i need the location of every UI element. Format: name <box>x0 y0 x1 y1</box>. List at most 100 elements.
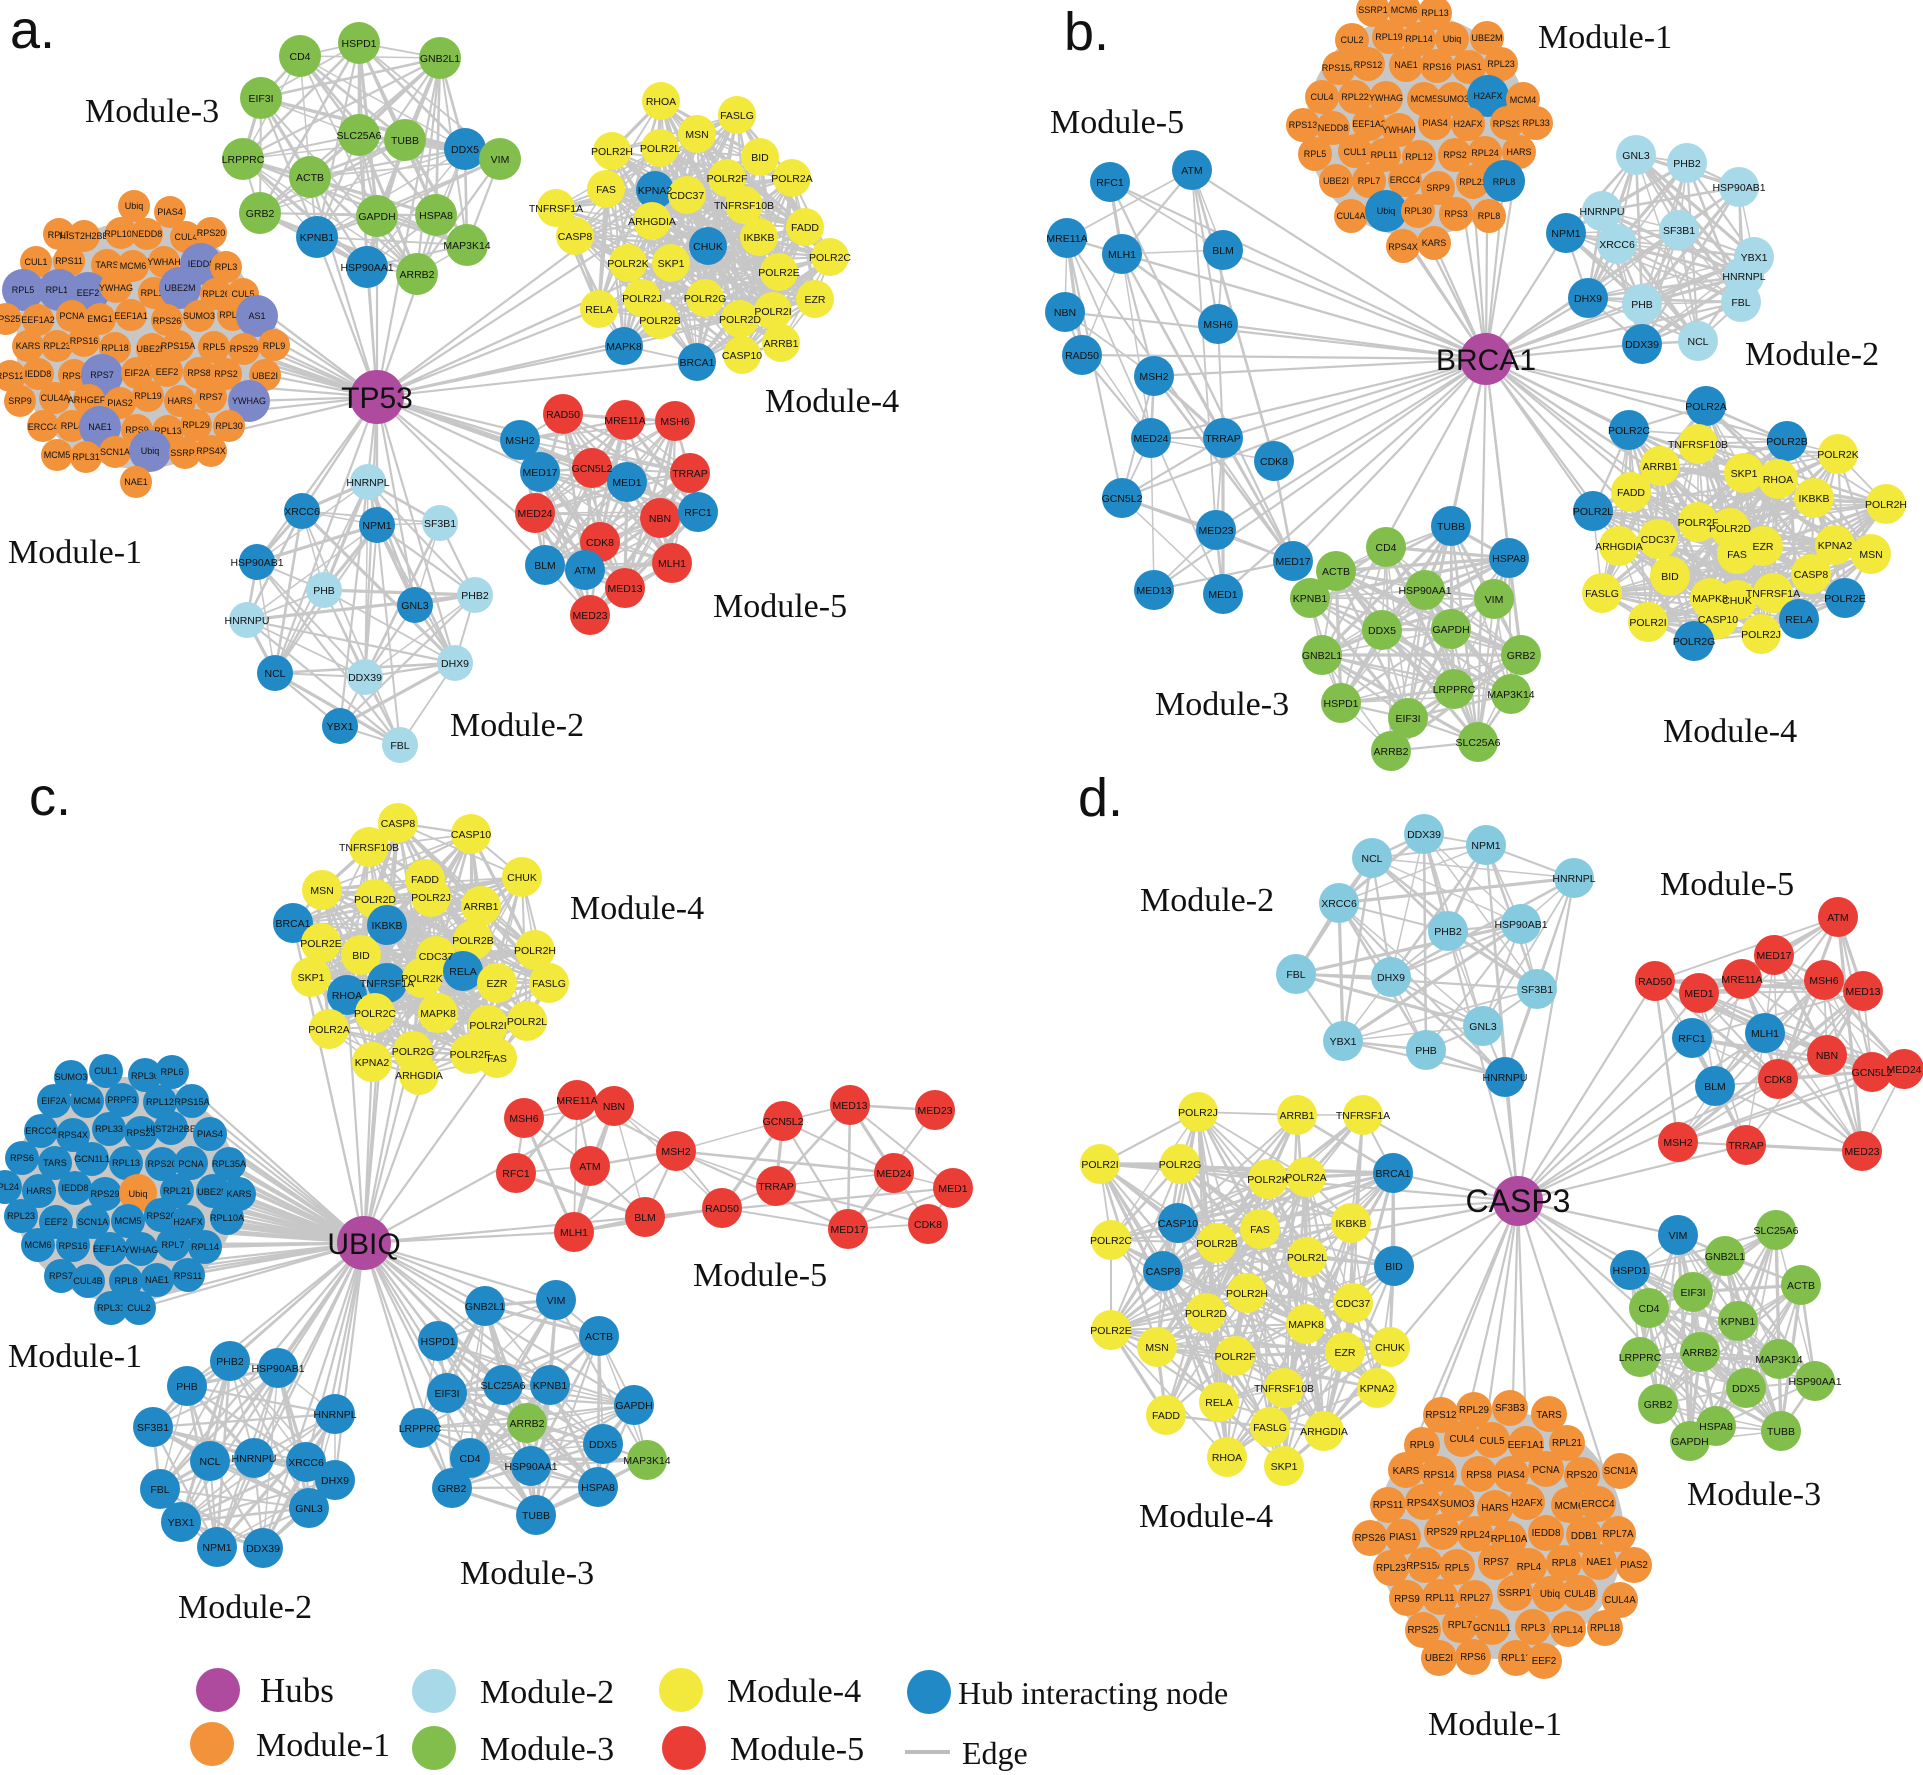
svg-text:SSRP1: SSRP1 <box>1499 1588 1531 1599</box>
svg-text:MAPK8: MAPK8 <box>606 341 642 353</box>
svg-text:Hub interacting node: Hub interacting node <box>958 1675 1228 1711</box>
svg-text:NAE1: NAE1 <box>1394 60 1418 70</box>
svg-text:GRB2: GRB2 <box>438 1483 467 1495</box>
svg-text:Module-5: Module-5 <box>730 1731 864 1768</box>
svg-text:DHX9: DHX9 <box>441 658 469 670</box>
svg-text:ARRB1: ARRB1 <box>1279 1110 1314 1122</box>
svg-text:RFC1: RFC1 <box>1096 177 1124 189</box>
svg-text:RPL27: RPL27 <box>1460 1593 1490 1604</box>
svg-text:RPL29: RPL29 <box>182 420 210 430</box>
svg-text:GRB2: GRB2 <box>1507 650 1536 662</box>
svg-text:EEF1A2: EEF1A2 <box>21 315 55 325</box>
svg-text:IEDD8: IEDD8 <box>1532 1528 1561 1539</box>
svg-text:b.: b. <box>1064 2 1109 62</box>
svg-text:H2AFX: H2AFX <box>1473 91 1502 101</box>
svg-text:POLR2A: POLR2A <box>771 173 812 185</box>
svg-text:RPL35A: RPL35A <box>212 1159 247 1169</box>
svg-text:CASP10: CASP10 <box>1158 1218 1198 1230</box>
svg-text:MAPK8: MAPK8 <box>1288 1319 1324 1331</box>
svg-text:RPS26: RPS26 <box>153 316 182 326</box>
svg-text:TNFRSF1A: TNFRSF1A <box>529 203 583 215</box>
svg-text:POLR2H: POLR2H <box>514 945 556 957</box>
svg-text:FAS: FAS <box>1250 1224 1270 1236</box>
svg-text:MCM6: MCM6 <box>24 1240 51 1250</box>
svg-text:PIAS4: PIAS4 <box>157 207 183 217</box>
svg-text:BID: BID <box>1385 1261 1403 1273</box>
svg-text:RPL30: RPL30 <box>1404 206 1432 216</box>
svg-text:SF3B3: SF3B3 <box>1495 1403 1526 1414</box>
svg-text:MLH1: MLH1 <box>1751 1028 1779 1040</box>
svg-text:CD4: CD4 <box>1638 1303 1659 1315</box>
svg-text:CASP8: CASP8 <box>558 231 593 243</box>
svg-text:BID: BID <box>751 152 769 164</box>
svg-text:RPL30: RPL30 <box>131 1071 159 1081</box>
svg-text:POLR2G: POLR2G <box>1159 1159 1202 1171</box>
svg-text:YWHAG: YWHAG <box>99 283 133 293</box>
svg-text:POLR2I: POLR2I <box>1629 617 1666 629</box>
svg-text:MED13: MED13 <box>1845 986 1880 998</box>
svg-text:RPS4X: RPS4X <box>58 1130 88 1140</box>
svg-text:RPL5: RPL5 <box>1445 1563 1470 1574</box>
svg-text:MLH1: MLH1 <box>560 1227 588 1239</box>
svg-text:MED24: MED24 <box>1886 1064 1921 1076</box>
svg-text:SF3B1: SF3B1 <box>424 518 456 530</box>
svg-text:EEF2: EEF2 <box>77 288 100 298</box>
svg-text:HNRNPU: HNRNPU <box>225 615 270 627</box>
svg-text:CDC37: CDC37 <box>419 951 454 963</box>
svg-text:YWHAG: YWHAG <box>232 396 266 406</box>
svg-text:EEF1A2: EEF1A2 <box>93 1244 127 1254</box>
svg-text:CASP10: CASP10 <box>451 829 491 841</box>
svg-text:POLR2D: POLR2D <box>719 314 761 326</box>
svg-text:POLR2C: POLR2C <box>1090 1235 1132 1247</box>
svg-text:Module-1: Module-1 <box>1538 19 1672 56</box>
svg-text:RPL8: RPL8 <box>115 1276 138 1286</box>
svg-text:HNRNPL: HNRNPL <box>313 1409 356 1421</box>
svg-text:RHOA: RHOA <box>1212 1452 1242 1464</box>
svg-text:RPL21: RPL21 <box>163 1186 191 1196</box>
svg-text:FASLG: FASLG <box>532 978 566 990</box>
svg-text:TNFRSF1A: TNFRSF1A <box>360 978 414 990</box>
svg-text:GNL3: GNL3 <box>1622 150 1650 162</box>
svg-text:EZR: EZR <box>487 978 508 990</box>
svg-text:IEDD8: IEDD8 <box>61 1183 88 1193</box>
svg-text:NEDD8: NEDD8 <box>132 229 163 239</box>
svg-text:RPL21: RPL21 <box>1459 177 1487 187</box>
svg-text:RPL19: RPL19 <box>134 391 162 401</box>
svg-text:POLR2J: POLR2J <box>1178 1107 1218 1119</box>
svg-text:TRRAP: TRRAP <box>1728 1140 1764 1152</box>
svg-text:MED23: MED23 <box>1198 525 1233 537</box>
svg-text:Module-4: Module-4 <box>765 383 899 420</box>
svg-text:RPS11: RPS11 <box>174 1271 202 1281</box>
svg-text:BLM: BLM <box>634 1212 656 1224</box>
svg-text:TUBB: TUBB <box>391 135 419 147</box>
svg-text:SSRP1: SSRP1 <box>1358 5 1388 15</box>
svg-text:FADD: FADD <box>1617 487 1645 499</box>
svg-text:TNFRSF1A: TNFRSF1A <box>1746 588 1800 600</box>
svg-text:UBE2M: UBE2M <box>136 344 167 354</box>
svg-text:HSP90AA1: HSP90AA1 <box>1398 585 1451 597</box>
svg-text:NBN: NBN <box>649 513 671 525</box>
svg-text:FBL: FBL <box>390 740 409 752</box>
svg-text:EIF2A: EIF2A <box>124 368 149 378</box>
svg-text:H2AFX: H2AFX <box>1511 1498 1543 1509</box>
svg-text:SF3B1: SF3B1 <box>137 1422 169 1434</box>
svg-text:SUMO3: SUMO3 <box>55 1072 88 1082</box>
svg-text:Module-1: Module-1 <box>8 1338 142 1375</box>
svg-text:TARS: TARS <box>43 1158 67 1168</box>
svg-text:LRPPRC: LRPPRC <box>222 154 265 166</box>
svg-text:RAD50: RAD50 <box>705 1203 739 1215</box>
svg-text:GNB2L1: GNB2L1 <box>465 1301 505 1313</box>
svg-text:POLR2E: POLR2E <box>758 267 799 279</box>
svg-text:RPL31: RPL31 <box>97 1303 125 1313</box>
svg-text:POLR2B: POLR2B <box>1766 436 1807 448</box>
svg-text:SKP1: SKP1 <box>1731 468 1758 480</box>
svg-text:EIF3I: EIF3I <box>434 1388 459 1400</box>
svg-text:POLR2B: POLR2B <box>1196 1238 1237 1250</box>
svg-text:RPL30: RPL30 <box>215 421 243 431</box>
svg-text:MED24: MED24 <box>1133 433 1168 445</box>
svg-text:POLR2J: POLR2J <box>411 892 451 904</box>
svg-text:POLR2I: POLR2I <box>469 1020 506 1032</box>
svg-text:RPL4: RPL4 <box>1517 1562 1542 1573</box>
svg-text:SLC25A6: SLC25A6 <box>337 130 382 142</box>
svg-text:Module-3: Module-3 <box>460 1555 594 1592</box>
